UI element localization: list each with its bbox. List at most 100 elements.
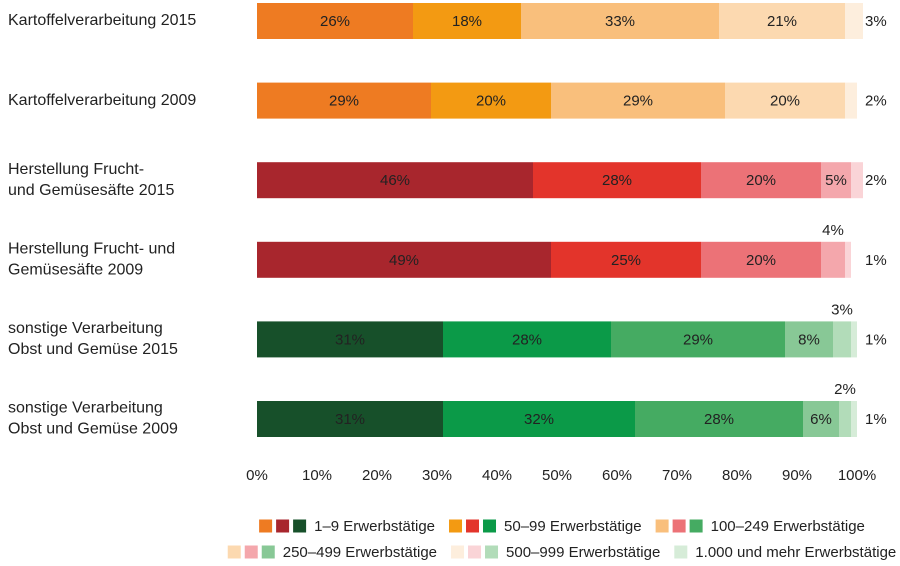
category-label: Kartoffelverarbeitung 2015 [8, 12, 196, 29]
legend-swatch [672, 519, 686, 533]
value-label: 2% [865, 93, 887, 110]
value-label: 1% [865, 331, 887, 348]
bar-segment [611, 321, 785, 358]
legend-label: 250–499 Erwerbstätige [283, 544, 437, 561]
value-label: 20% [476, 93, 506, 110]
value-label: 31% [335, 331, 365, 348]
value-label: 2% [865, 172, 887, 189]
legend-label: 50–99 Erwerbstätige [504, 518, 642, 535]
x-tick-label: 50% [542, 467, 572, 484]
category-label: sonstige Verarbeitung [8, 320, 163, 337]
bar-segment [635, 401, 803, 437]
value-label: 21% [767, 13, 797, 30]
bar-segment [257, 82, 431, 119]
legend-label: 1.000 und mehr Erwerbstätige [695, 544, 896, 561]
value-label: 28% [602, 172, 632, 189]
value-label: 25% [611, 252, 641, 269]
bar-segment [851, 401, 857, 437]
bar-segment [821, 162, 851, 199]
bar-segment [533, 162, 701, 199]
x-tick-label: 80% [722, 467, 752, 484]
value-label: 46% [380, 172, 410, 189]
bar-segment [845, 241, 851, 278]
value-label: 28% [704, 411, 734, 428]
bar-segment [431, 82, 551, 119]
value-label: 5% [825, 172, 847, 189]
value-label: 31% [335, 411, 365, 428]
value-label: 28% [512, 331, 542, 348]
legend-row: 1–9 Erwerbstätige 50–99 Erwerbstätige 100–… [259, 518, 865, 535]
value-label: 2% [834, 381, 856, 398]
legend-swatch [244, 545, 258, 559]
value-label: 3% [831, 301, 853, 318]
legend-swatch [261, 545, 275, 559]
bar-segment [851, 162, 863, 199]
category-label: Gemüsesäfte 2009 [8, 262, 143, 279]
legend-swatch [466, 519, 480, 533]
x-tick-label: 60% [602, 467, 632, 484]
bar-segment [701, 162, 821, 199]
x-tick-label: 70% [662, 467, 692, 484]
x-tick-label: 40% [482, 467, 512, 484]
bar-segment [521, 3, 719, 39]
value-label: 33% [605, 13, 635, 30]
legend-swatch [293, 519, 307, 533]
value-label: 29% [683, 331, 713, 348]
x-tick-label: 20% [362, 467, 392, 484]
legend-swatch [276, 519, 290, 533]
bar-segment [851, 321, 857, 358]
bar-segment [845, 82, 857, 119]
bar-segment [257, 3, 413, 39]
value-label: 20% [746, 172, 776, 189]
value-label: 18% [452, 13, 482, 30]
value-label: 20% [770, 93, 800, 110]
bar-segment [257, 241, 551, 278]
value-label: 1% [865, 252, 887, 269]
legend-swatch [689, 519, 703, 533]
value-label: 26% [320, 13, 350, 30]
bar-segment [821, 241, 845, 278]
bar-segment [719, 3, 845, 39]
legend-swatch [468, 545, 482, 559]
bar-segment [257, 321, 443, 358]
bar-segment [551, 82, 725, 119]
bar-segment [833, 321, 851, 358]
category-label: Obst und Gemüse 2015 [8, 341, 178, 358]
x-tick-label: 0% [246, 467, 268, 484]
legend-label: 500–999 Erwerbstätige [506, 544, 660, 561]
category-label: Herstellung Frucht- [8, 161, 144, 178]
x-tick-label: 30% [422, 467, 452, 484]
bar-segment [725, 82, 845, 119]
legend-swatch [451, 545, 465, 559]
bar-segment [551, 241, 701, 278]
bar-segment [443, 401, 635, 437]
bar-segment [803, 401, 839, 437]
x-tick-label: 10% [302, 467, 332, 484]
bar-segment [413, 3, 521, 39]
category-label: Obst und Gemüse 2009 [8, 421, 178, 438]
legend-swatch [259, 519, 273, 533]
legend-swatch [655, 519, 669, 533]
value-label: 6% [810, 411, 832, 428]
value-label: 4% [822, 222, 844, 239]
bar-segment [443, 321, 611, 358]
legend-swatch [485, 545, 499, 559]
legend-swatch [449, 519, 463, 533]
x-tick-label: 90% [782, 467, 812, 484]
value-label: 3% [865, 13, 887, 30]
bar-segment [845, 3, 863, 39]
legend-swatch [483, 519, 497, 533]
value-label: 29% [329, 93, 359, 110]
bar-segment [257, 162, 533, 199]
x-tick-label: 100% [838, 467, 876, 484]
value-label: 29% [623, 93, 653, 110]
category-label: und Gemüsesäfte 2015 [8, 182, 174, 199]
bar-segment [785, 321, 833, 358]
bar-segment [257, 401, 443, 437]
category-label: sonstige Verarbeitung [8, 400, 163, 417]
legend-label: 1–9 Erwerbstätige [314, 518, 435, 535]
category-label: Kartoffelverarbeitung 2009 [8, 92, 196, 109]
bar-segment [701, 241, 821, 278]
